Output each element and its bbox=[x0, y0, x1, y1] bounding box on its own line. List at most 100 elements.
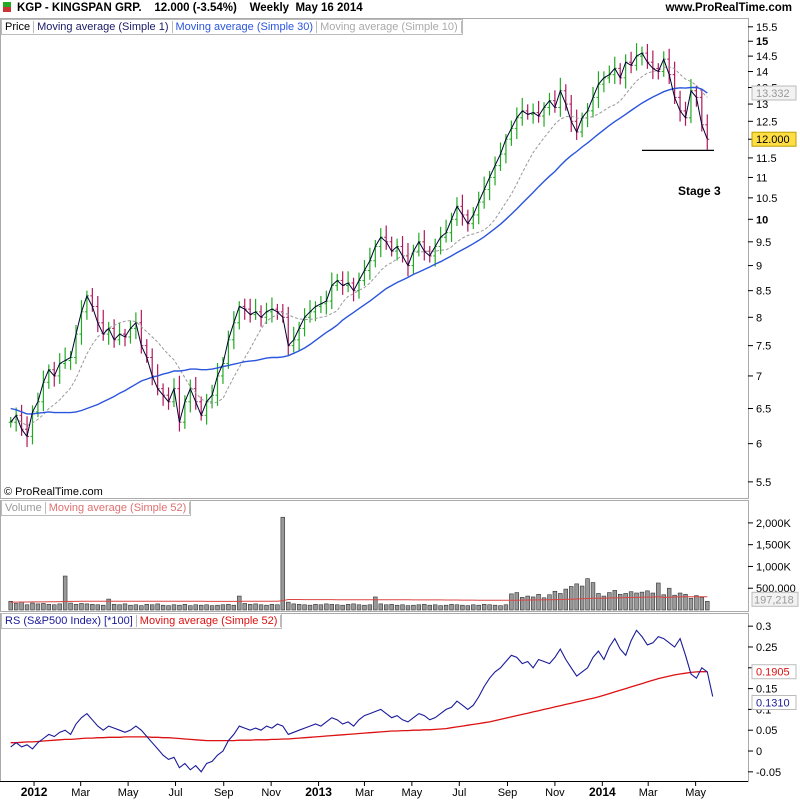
volume-bar bbox=[209, 605, 215, 611]
x-tick-label: May bbox=[401, 787, 422, 799]
legend-ma10[interactable]: Moving average (Simple 10) bbox=[317, 21, 462, 33]
volume-bar bbox=[487, 604, 492, 611]
volume-bar bbox=[666, 587, 672, 611]
volume-bar bbox=[432, 604, 438, 611]
price-tick-label: 8.5 bbox=[756, 286, 771, 298]
x-tick-label: Mar bbox=[355, 787, 374, 799]
volume-bar bbox=[79, 603, 84, 611]
volume-bar bbox=[449, 604, 454, 611]
price-tick-label: 15 bbox=[756, 36, 768, 48]
volume-bar bbox=[443, 604, 449, 611]
last-price-label: 12.000 bbox=[756, 134, 790, 146]
volume-bar bbox=[111, 604, 117, 611]
x-tick-label: Sep bbox=[214, 787, 234, 799]
volume-bar bbox=[313, 604, 318, 611]
price-tick-label: 11.5 bbox=[756, 153, 777, 165]
volume-bar bbox=[438, 605, 443, 611]
volume-bar bbox=[373, 596, 378, 611]
volume-bar bbox=[509, 593, 514, 611]
volume-bar bbox=[101, 604, 106, 611]
legend-volume-ma[interactable]: Moving average (Simple 52) bbox=[45, 502, 191, 514]
volume-bar bbox=[465, 605, 471, 611]
volume-bar bbox=[8, 600, 13, 611]
price-tick-label: 14.5 bbox=[756, 51, 777, 63]
legend-volume[interactable]: Volume bbox=[2, 502, 46, 514]
volume-bar bbox=[193, 604, 198, 611]
chart-header: KGP - KINGSPAN GRP. 12.000 (-3.54%) Week… bbox=[3, 2, 363, 14]
volume-bar bbox=[150, 604, 155, 611]
volume-bar bbox=[498, 605, 503, 611]
volume-bar bbox=[182, 604, 188, 611]
volume-bar bbox=[705, 600, 710, 611]
rs-panel bbox=[0, 613, 749, 782]
x-tick-label: Sep bbox=[498, 787, 518, 799]
volume-bar bbox=[634, 592, 639, 611]
legend-rs[interactable]: RS (S&P500 Index) [*100] bbox=[2, 615, 137, 627]
volume-bar bbox=[590, 582, 596, 611]
volume-bar bbox=[166, 605, 171, 611]
volume-tick-label: 1,500K bbox=[756, 540, 792, 552]
price-tick-label: 13 bbox=[756, 99, 768, 111]
price-tick-label: 12.5 bbox=[756, 116, 777, 128]
ma30-value-flag bbox=[751, 85, 797, 101]
x-tick-label: Jul bbox=[452, 787, 466, 799]
volume-legend: Volume Moving average (Simple 52) bbox=[1, 500, 192, 516]
volume-bar bbox=[160, 604, 166, 611]
legend-ma1[interactable]: Moving average (Simple 1) bbox=[34, 21, 173, 33]
volume-bar bbox=[324, 603, 329, 611]
volume-bar bbox=[296, 604, 302, 611]
volume-bar bbox=[291, 603, 296, 611]
stage-annotation: Stage 3 bbox=[678, 184, 721, 198]
volume-bar bbox=[481, 604, 487, 611]
volume-bar bbox=[258, 604, 264, 611]
legend-rs-ma[interactable]: Moving average (Simple 52) bbox=[136, 615, 282, 627]
volume-bar bbox=[35, 603, 41, 611]
volume-bar bbox=[62, 575, 68, 611]
rs-tick-label: 0.15 bbox=[756, 684, 777, 696]
volume-bar bbox=[694, 595, 699, 611]
volume-bar bbox=[247, 604, 253, 611]
rs-legend: RS (S&P500 Index) [*100] Moving average (… bbox=[1, 613, 283, 629]
volume-bar bbox=[286, 601, 291, 611]
volume-bar bbox=[579, 585, 585, 611]
volume-bar bbox=[345, 604, 351, 611]
volume-tick-label: 2,000K bbox=[756, 518, 792, 530]
volume-value-label: 197,218 bbox=[754, 594, 794, 606]
watermark: © ProRealTime.com bbox=[4, 486, 103, 498]
volume-bar bbox=[204, 604, 209, 611]
volume-panel bbox=[0, 500, 749, 612]
volume-ma-line bbox=[10, 596, 708, 603]
volume-bar bbox=[122, 603, 128, 611]
volume-bar bbox=[471, 604, 476, 611]
x-tick-label: 2014 bbox=[589, 785, 616, 799]
volume-bar bbox=[226, 604, 231, 611]
x-tick-label: Mar bbox=[639, 787, 658, 799]
volume-bar bbox=[52, 604, 57, 611]
volume-bar bbox=[73, 604, 79, 611]
volume-bar bbox=[117, 604, 122, 611]
volume-bar bbox=[13, 603, 19, 611]
rs-ma-value-flag bbox=[751, 664, 797, 680]
volume-tick-label: 1,000K bbox=[756, 561, 792, 573]
x-tick-label: 2012 bbox=[21, 785, 48, 799]
site-url: www.ProRealTime.com bbox=[665, 2, 792, 14]
volume-bar bbox=[220, 604, 226, 611]
volume-bar bbox=[68, 602, 73, 611]
volume-bar bbox=[24, 604, 30, 611]
price-tick-label: 11 bbox=[756, 172, 767, 184]
rs-tick-label: 0.25 bbox=[756, 642, 777, 654]
price-tick-label: 5.5 bbox=[756, 477, 771, 489]
rs-value-flag bbox=[751, 695, 797, 711]
rs-tick-label: 0 bbox=[756, 746, 762, 758]
legend-ma30[interactable]: Moving average (Simple 30) bbox=[172, 21, 318, 33]
volume-bar bbox=[536, 594, 541, 611]
volume-bar bbox=[242, 603, 247, 611]
volume-bar bbox=[623, 593, 628, 611]
legend-price[interactable]: Price bbox=[2, 21, 35, 33]
rs-ma-line bbox=[10, 671, 708, 744]
date-label: May 16 2014 bbox=[295, 2, 363, 14]
price-tick-label: 15.5 bbox=[756, 22, 777, 34]
volume-bar bbox=[558, 593, 563, 611]
price-legend: Price Moving average (Simple 1) Moving ave… bbox=[1, 19, 463, 35]
